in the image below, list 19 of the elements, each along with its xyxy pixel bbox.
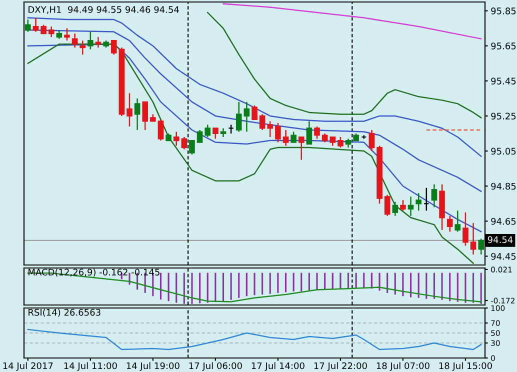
x-tick-label: 17 Jul 22:00 xyxy=(314,362,367,371)
y-tick-label: 95.85 xyxy=(491,7,516,14)
y-tick-label: 94.45 xyxy=(491,252,516,260)
y-tick-label: 95.65 xyxy=(491,42,516,50)
chart-title: RSI(14) 26.6563 xyxy=(28,308,100,317)
y-tick-label: 94.85 xyxy=(491,182,516,190)
x-tick-label: 17 Jul 06:00 xyxy=(189,362,242,371)
y-tick-label: 95.25 xyxy=(491,112,516,120)
chart-title: DXY,H1 94.49 94.55 94.46 94.54 xyxy=(28,6,179,14)
x-tick-label: 18 Jul 07:00 xyxy=(376,362,430,371)
x-tick-label: 14 Jul 19:00 xyxy=(126,362,180,371)
y-tick-label: 95.05 xyxy=(491,148,516,155)
ref-line-label: 94.54 xyxy=(488,236,513,244)
x-tick-label: 14 Jul 11:00 xyxy=(64,362,117,371)
x-tick-label: 14 Jul 2017 xyxy=(3,362,53,371)
x-tick-label: 18 Jul 15:00 xyxy=(439,362,492,371)
x-tick-label: 17 Jul 14:00 xyxy=(252,362,304,371)
y-tick-label: 94.65 xyxy=(491,218,516,225)
y-tick-label: 95.45 xyxy=(491,78,516,84)
